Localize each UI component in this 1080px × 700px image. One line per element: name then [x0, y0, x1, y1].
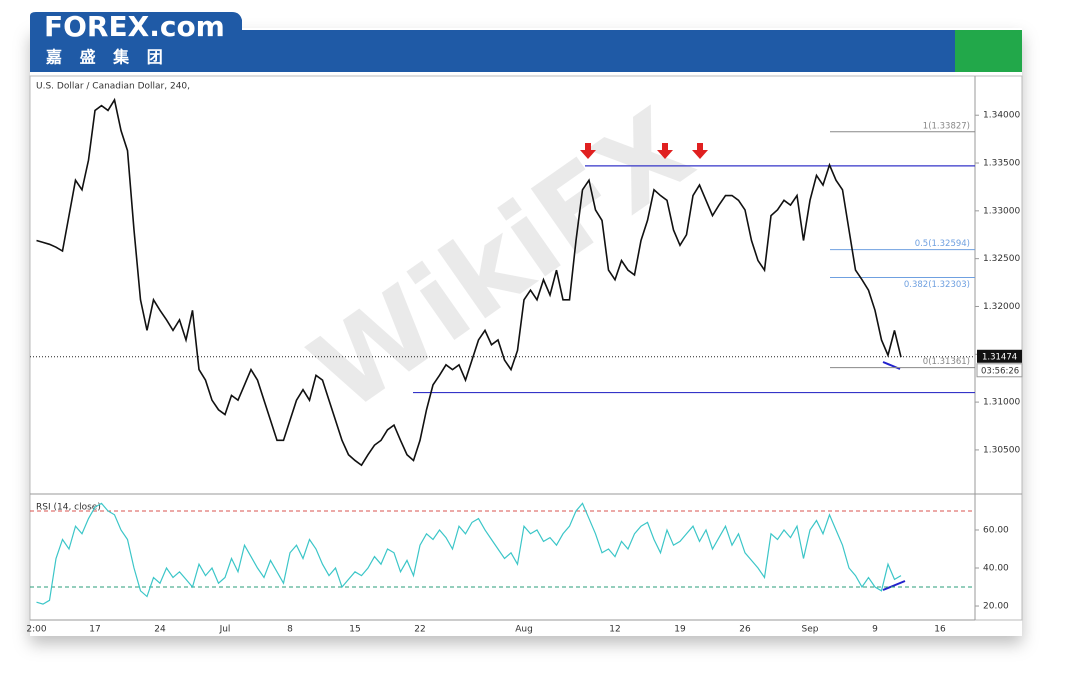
y-tick-label: 1.31000	[983, 398, 1020, 408]
y-tick-label: 1.32500	[983, 254, 1020, 264]
x-tick-label: 8	[287, 625, 293, 635]
logo-tab	[30, 12, 242, 72]
green-block	[955, 30, 1022, 72]
x-tick-label: 2:00	[26, 625, 46, 635]
y-tick-label: 1.34000	[983, 111, 1020, 121]
y-tick-label: 1.33000	[983, 206, 1020, 216]
y-tick-label: 20.00	[983, 602, 1009, 612]
series-line	[36, 502, 902, 605]
rsi-title: RSI (14, close)	[36, 503, 101, 513]
x-tick-label: Jul	[219, 625, 231, 635]
arrow	[657, 143, 673, 159]
series-line	[36, 97, 902, 467]
countdown-box	[976, 363, 1023, 378]
arrows	[580, 143, 708, 159]
x-tick-label: 15	[349, 625, 360, 635]
x-tick-label: 22	[414, 625, 425, 635]
x-tick-label: 16	[934, 625, 946, 635]
x-tick-label: 17	[89, 625, 100, 635]
arrow	[692, 143, 708, 159]
x-tick-label: 9	[872, 625, 878, 635]
arrow	[580, 143, 596, 159]
y-tick-label: 1.32000	[983, 302, 1020, 312]
logo-sub: 嘉 盛 集 团	[45, 48, 169, 67]
x-tick-label: 26	[739, 625, 751, 635]
chart-title: U.S. Dollar / Canadian Dollar, 240,	[36, 82, 190, 92]
x-tick-label: 12	[609, 625, 620, 635]
y-tick-label: 1.33500	[983, 159, 1020, 169]
divergence-line	[882, 580, 906, 591]
countdown: 03:56:26	[981, 366, 1019, 376]
fib-label: 0.5(1.32594)	[915, 239, 970, 249]
x-tick-label: 19	[674, 625, 686, 635]
y-tick-label: 60.00	[983, 525, 1009, 535]
fib-label: 0(1.31361)	[923, 357, 970, 367]
fib-label: 0.382(1.32303)	[904, 280, 970, 290]
x-tick-label: Sep	[802, 625, 819, 635]
y-tick-label: 1.30500	[983, 445, 1020, 455]
price-box	[977, 349, 1022, 363]
logo: FOREX.com	[44, 10, 225, 43]
card	[30, 28, 1022, 636]
last-price-label: 1.31474	[982, 352, 1017, 362]
fib-label: 1(1.33827)	[923, 121, 970, 131]
x-tick-label: 24	[154, 625, 166, 635]
y-tick-label: 40.00	[983, 564, 1009, 574]
x-tick-label: Aug	[515, 625, 533, 635]
